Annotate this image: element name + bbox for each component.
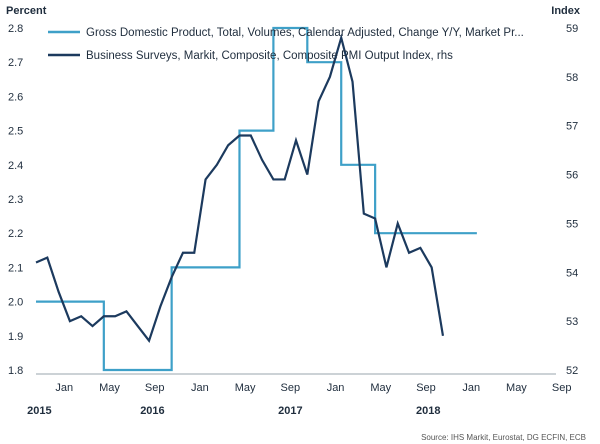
x-tick-label: Sep	[145, 382, 165, 394]
series-layer	[35, 26, 477, 372]
left-tick-label: 2.4	[8, 160, 23, 172]
right-tick-label: 53	[566, 316, 578, 328]
left-tick-label: 2.5	[8, 126, 23, 138]
x-tick-label: Jan	[327, 382, 345, 394]
right-tick-label: 56	[566, 170, 578, 182]
right-tick-label: 59	[566, 23, 578, 35]
left-tick-label: 1.8	[8, 365, 23, 377]
right-tick-label: 58	[566, 72, 578, 84]
x-axis: Jan May Sep Jan May Sep Jan May Sep Jan May Sep 2015…	[27, 373, 572, 417]
left-tick-label: 2.8	[8, 23, 23, 35]
x-tick-label: Jan	[55, 382, 73, 394]
legend-label-gdp: Gross Domestic Product, Total, Volumes, …	[86, 27, 524, 39]
x-tick-label: May	[506, 382, 527, 394]
series-line-gdp	[36, 26, 477, 372]
left-tick-label: 2.0	[8, 297, 23, 309]
x-tick-label: Jan	[462, 382, 480, 394]
legend-label-pmi: Business Surveys, Markit, Composite, Com…	[86, 50, 453, 62]
left-axis: 1.8 1.9 2.0 2.1 2.2 2.3 2.4 2.5 2.6 2.7 2.8	[8, 23, 23, 377]
x-year-label: 2017	[278, 405, 302, 417]
x-tick-label: Sep	[281, 382, 301, 394]
x-tick-label: May	[235, 382, 256, 394]
x-year-label: 2016	[140, 405, 164, 417]
x-tick-label: Sep	[552, 382, 572, 394]
x-tick-label: May	[99, 382, 120, 394]
left-axis-title: Percent	[6, 5, 47, 17]
x-tick-label: May	[370, 382, 391, 394]
right-tick-label: 52	[566, 365, 578, 377]
x-tick-label: Jan	[191, 382, 209, 394]
left-tick-label: 2.3	[8, 194, 23, 206]
source-note: Source: IHS Markit, Eurostat, DG ECFIN, …	[421, 433, 586, 442]
right-tick-label: 57	[566, 121, 578, 133]
x-year-label: 2018	[416, 405, 440, 417]
x-tick-label: Sep	[416, 382, 436, 394]
left-tick-label: 2.7	[8, 57, 23, 69]
right-tick-label: 54	[566, 267, 578, 279]
left-tick-label: 1.9	[8, 331, 23, 343]
legend: Gross Domestic Product, Total, Volumes, …	[48, 27, 524, 62]
right-axis-title: Index	[551, 5, 581, 17]
x-year-label: 2015	[27, 405, 51, 417]
right-tick-label: 55	[566, 218, 578, 230]
right-axis: 52 53 54 55 56 57 58 59	[566, 23, 578, 377]
left-tick-label: 2.6	[8, 91, 23, 103]
left-tick-label: 2.2	[8, 228, 23, 240]
left-tick-label: 2.1	[8, 262, 23, 274]
